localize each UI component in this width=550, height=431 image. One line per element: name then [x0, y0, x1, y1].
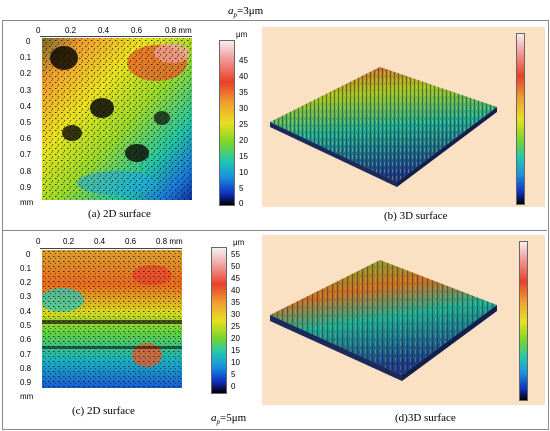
y-tick-label: 0.6 — [20, 134, 32, 143]
surface-3d-d — [270, 260, 497, 381]
y-tick-label: 0.7 — [20, 350, 32, 359]
y-tick-label: 0.6 — [20, 335, 32, 344]
y-unit-label: mm — [20, 198, 34, 207]
bottom-heading: ap=5μm — [211, 412, 247, 427]
x-tick-label: 0.8 mm — [165, 26, 192, 35]
top-heading: ap=3μm — [228, 5, 264, 20]
x-tick-label: 0.8 mm — [156, 237, 183, 246]
colorbar-tick: 40 — [239, 72, 248, 81]
y-tick-label: 0.3 — [20, 292, 32, 301]
colorbar-tick: 45 — [231, 274, 240, 283]
colorbar-tick: 45 — [239, 56, 248, 65]
y-tick-label: 0.1 — [20, 264, 32, 273]
y-tick-label: 0 — [26, 37, 31, 46]
colorbar-3d-b — [516, 33, 525, 205]
y-tick-label: 0.2 — [20, 69, 32, 78]
colorbar-3d-d — [519, 241, 528, 401]
y-tick-label: 0.4 — [20, 307, 32, 316]
colorbar-tick: 50 — [231, 262, 240, 271]
surface-map-2d-a — [42, 38, 192, 200]
colorbar-gradient — [219, 40, 235, 206]
y-tick-label: 0 — [26, 250, 31, 259]
colorbar-tick: 5 — [231, 370, 236, 379]
row-divider — [2, 230, 547, 231]
caption-a: (a) 2D surface — [88, 208, 151, 220]
colorbar-unit: μm — [233, 238, 245, 247]
colorbar-unit: μm — [236, 30, 248, 39]
colorbar-tick: 5 — [239, 184, 244, 193]
x-tick-label: 0.6 — [125, 237, 137, 246]
panel-b: (b) 3D surface — [262, 27, 545, 222]
colorbar-tick: 35 — [231, 298, 240, 307]
colorbar-tick: 20 — [239, 136, 248, 145]
colorbar-tick: 30 — [239, 104, 248, 113]
y-tick-label: 0.2 — [20, 278, 32, 287]
panel-d — [262, 235, 545, 405]
x-tick-label: 0.2 — [65, 26, 77, 35]
x-tick-label: 0.4 — [98, 26, 110, 35]
y-unit-label: mm — [20, 392, 34, 401]
caption-d: (d)3D surface — [395, 412, 456, 424]
x-tick-label: 0 — [36, 237, 41, 246]
surface-map-2d-c — [40, 250, 182, 388]
caption-b: (b) 3D surface — [384, 210, 448, 222]
colorbar-gradient — [211, 247, 227, 394]
colorbar-tick: 10 — [239, 168, 248, 177]
surface-3d-b — [270, 67, 497, 187]
colorbar-tick: 25 — [239, 120, 248, 129]
x-tick-label: 0.4 — [94, 237, 106, 246]
colorbar-tick: 20 — [231, 334, 240, 343]
y-tick-label: 0.8 — [20, 364, 32, 373]
x-tick-label: 0.2 — [63, 237, 75, 246]
colorbar-tick: 15 — [239, 152, 248, 161]
y-tick-label: 0.5 — [20, 321, 32, 330]
figure-frame — [2, 20, 549, 430]
colorbar-tick: 25 — [231, 322, 240, 331]
y-tick-label: 0.4 — [20, 102, 32, 111]
colorbar-tick: 10 — [231, 358, 240, 367]
colorbar-tick: 40 — [231, 286, 240, 295]
y-tick-label: 0.7 — [20, 150, 32, 159]
caption-c: (c) 2D surface — [72, 405, 135, 417]
x-axis-line — [40, 36, 192, 37]
colorbar-tick: 0 — [239, 199, 244, 208]
x-tick-label: 0.6 — [131, 26, 143, 35]
colorbar-tick: 35 — [239, 88, 248, 97]
colorbar-tick: 15 — [231, 346, 240, 355]
y-tick-label: 0.5 — [20, 118, 32, 127]
y-tick-label: 0.3 — [20, 86, 32, 95]
x-axis-line — [40, 248, 182, 249]
colorbar-tick: 0 — [231, 382, 236, 391]
colorbar-tick: 30 — [231, 310, 240, 319]
colorbar-tick: 55 — [231, 250, 240, 259]
x-tick-label: 0 — [36, 26, 41, 35]
y-tick-label: 0.9 — [20, 378, 32, 387]
y-tick-label: 0.8 — [20, 167, 32, 176]
y-tick-label: 0.9 — [20, 183, 32, 192]
y-tick-label: 0.1 — [20, 53, 32, 62]
